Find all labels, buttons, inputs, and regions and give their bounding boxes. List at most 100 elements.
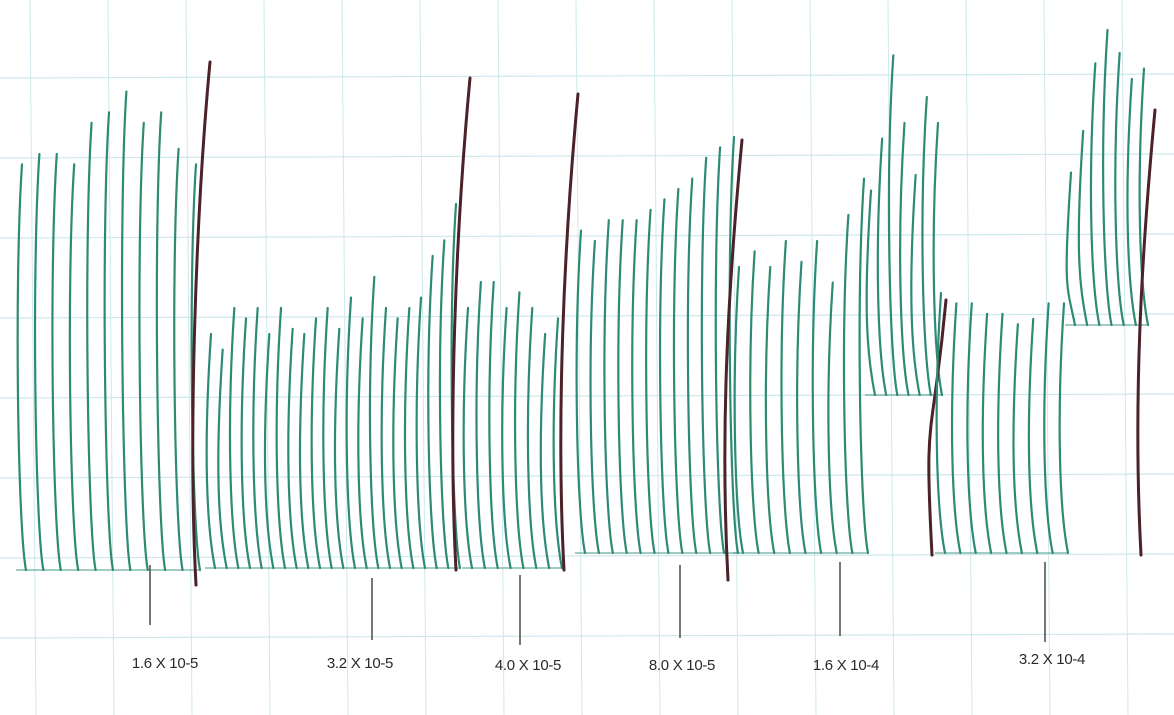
contraction-trace — [935, 291, 947, 555]
dose-marker-layer: 1.6 X 10-5 3.2 X 10-5 4.0 X 10-5 8.0 X 10-5… — [132, 562, 1085, 674]
contraction-trace — [603, 219, 614, 555]
contraction-trace — [1114, 51, 1125, 327]
contraction-trace — [228, 306, 240, 570]
contraction-trace — [887, 54, 899, 397]
contraction-trace — [526, 306, 538, 570]
contraction-trace — [865, 189, 877, 397]
contraction-trace — [392, 317, 403, 570]
grid-line-horizontal — [0, 233, 1174, 239]
contraction-trace — [728, 135, 740, 555]
trace-segment — [575, 135, 744, 582]
contraction-trace — [263, 332, 275, 570]
trace-segment — [205, 76, 472, 572]
contraction-trace — [811, 239, 823, 555]
wash-trace — [1136, 108, 1157, 557]
contraction-trace — [658, 198, 670, 555]
dose-marker: 1.6 X 10-4 — [813, 562, 879, 674]
contraction-trace — [1102, 28, 1113, 327]
trace-segment — [1065, 28, 1157, 557]
contraction-trace — [780, 239, 791, 555]
contraction-trace — [631, 219, 642, 555]
contraction-trace — [333, 327, 345, 570]
contraction-trace — [645, 208, 656, 555]
contraction-trace — [120, 90, 132, 572]
contraction-trace — [415, 296, 427, 570]
contraction-trace — [876, 137, 888, 397]
trace-segment — [935, 291, 1070, 555]
contraction-trace — [1065, 171, 1077, 327]
contraction-trace — [1058, 302, 1070, 555]
contraction-trace — [155, 111, 167, 572]
contraction-trace — [103, 111, 115, 572]
contraction-trace — [205, 332, 217, 570]
dose-marker: 1.6 X 10-5 — [132, 565, 198, 672]
grid-line-vertical — [419, 0, 427, 715]
contraction-trace — [252, 306, 263, 570]
grid-line-horizontal — [0, 73, 1174, 79]
contraction-trace — [1077, 129, 1089, 327]
contraction-trace — [51, 152, 62, 572]
contraction-trace — [672, 187, 684, 555]
contraction-trace — [368, 275, 380, 570]
contraction-trace — [488, 280, 499, 570]
contraction-trace — [733, 265, 745, 555]
contraction-trace — [1027, 317, 1039, 555]
grid-line-vertical — [887, 0, 895, 715]
contraction-trace — [427, 254, 438, 570]
contraction-trace — [981, 312, 993, 555]
contraction-trace — [842, 213, 854, 555]
contraction-trace — [686, 177, 698, 555]
dose-label: 1.6 X 10-5 — [132, 655, 198, 672]
contraction-trace — [138, 121, 149, 572]
contraction-trace — [462, 306, 474, 570]
wash-trace — [451, 76, 472, 572]
trace-segment — [462, 92, 580, 572]
contraction-trace — [240, 317, 252, 570]
contraction-trace — [217, 348, 228, 570]
contraction-trace — [539, 332, 551, 570]
contraction-trace — [357, 317, 368, 570]
contraction-trace — [950, 302, 962, 555]
contraction-trace — [932, 121, 944, 397]
trace-segment — [865, 54, 948, 557]
contraction-trace — [552, 317, 564, 570]
contraction-trace — [1043, 302, 1054, 555]
wash-trace — [723, 138, 744, 582]
grid-line-horizontal — [0, 633, 1174, 639]
contraction-trace — [275, 306, 287, 570]
contraction-trace — [86, 121, 97, 572]
wash-trace — [927, 298, 948, 557]
wash-trace — [559, 92, 580, 572]
contraction-trace — [966, 302, 977, 555]
grid-line-vertical — [1043, 0, 1051, 715]
grid-line-horizontal — [0, 473, 1174, 479]
grid-line-vertical — [497, 0, 505, 715]
contraction-trace — [1089, 62, 1101, 327]
contraction-trace — [287, 327, 298, 570]
contraction-trace — [68, 163, 80, 572]
contraction-trace — [589, 239, 601, 555]
dose-label: 8.0 X 10-5 — [649, 657, 715, 674]
contraction-trace — [173, 147, 184, 572]
dose-label: 3.2 X 10-5 — [327, 655, 393, 672]
trace-layer — [16, 28, 1157, 587]
contraction-trace — [501, 306, 512, 570]
trace-segment — [16, 60, 212, 587]
grid-line-vertical — [1121, 0, 1129, 715]
contraction-trace — [1138, 67, 1150, 327]
contraction-trace — [380, 306, 392, 570]
contraction-trace — [796, 260, 807, 555]
contraction-trace — [764, 265, 776, 555]
dose-marker: 3.2 X 10-5 — [327, 578, 393, 672]
dose-label: 4.0 X 10-5 — [495, 657, 561, 674]
grid-line-vertical — [185, 0, 193, 715]
grid-line-horizontal — [0, 153, 1174, 159]
contraction-trace — [322, 306, 333, 570]
contraction-trace — [33, 152, 45, 572]
contraction-trace — [575, 229, 587, 555]
contraction-trace — [1012, 323, 1023, 555]
contraction-trace — [438, 239, 450, 570]
grid-line-vertical — [341, 0, 349, 715]
